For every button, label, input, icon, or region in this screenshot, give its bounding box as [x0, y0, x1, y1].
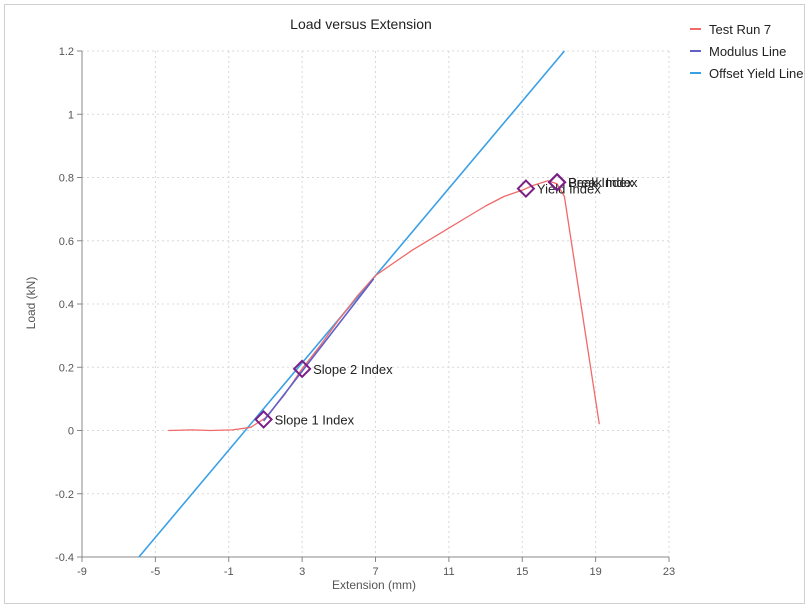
- x-tick-label: 23: [663, 566, 675, 578]
- marker-yield-index[interactable]: [516, 179, 536, 198]
- load-extension-chart: Load versus Extension Extension (mm) Loa…: [24, 16, 803, 592]
- marker-peak-index[interactable]: [547, 172, 567, 192]
- y-tick-label: -0.4: [55, 552, 74, 564]
- legend-item-modulus-line[interactable]: Modulus Line: [709, 44, 786, 59]
- y-tick-label: 0.8: [59, 173, 74, 185]
- label-break-index: Break Index: [568, 175, 638, 190]
- axes: -9 -5 -1 3 7 11 15 19 23 -0.4 -0.2 0 0.2 0.4 0.6 0.8 1 1.…: [55, 46, 675, 578]
- chart-title: Load versus Extension: [290, 16, 432, 32]
- y-tick-label: 0.2: [59, 362, 74, 374]
- legend-item-offset-yield-line[interactable]: Offset Yield Line: [709, 66, 803, 81]
- y-axis-label: Load (kN): [24, 277, 38, 330]
- legend[interactable]: Test Run 7 Modulus Line Offset Yield Line: [690, 22, 803, 81]
- y-tick-label: -0.2: [55, 489, 74, 501]
- x-tick-label: -9: [77, 566, 87, 578]
- series-group: [138, 50, 600, 558]
- y-tick-label: 1.2: [59, 46, 74, 58]
- legend-item-test-run-7[interactable]: Test Run 7: [709, 22, 771, 37]
- x-tick-label: -1: [224, 566, 234, 578]
- label-peak-index: Peak Index: [568, 175, 634, 190]
- x-tick-label: 15: [516, 566, 528, 578]
- x-axis-label: Extension (mm): [332, 578, 416, 592]
- y-tick-label: 0.6: [59, 236, 74, 248]
- x-tick-label: 11: [443, 566, 454, 578]
- y-tick-label: 1: [68, 109, 74, 121]
- x-tick-label: -5: [150, 566, 160, 578]
- grid: [82, 50, 670, 557]
- series-line-modulus-line: [262, 278, 375, 422]
- x-tick-label: 7: [372, 566, 378, 578]
- x-tick-label: 3: [299, 566, 305, 578]
- label-slope-1-index: Slope 1 Index: [275, 412, 355, 427]
- y-tick-label: 0.4: [59, 299, 74, 311]
- x-tick-label: 19: [590, 566, 602, 578]
- series-line-test-run-7: [168, 180, 600, 432]
- marker-slope-1-index[interactable]: [254, 410, 274, 429]
- marker-slope-2-index[interactable]: [292, 359, 312, 379]
- chart-frame: Load versus Extension Extension (mm) Loa…: [4, 4, 805, 604]
- y-tick-label: 0: [68, 426, 74, 438]
- label-slope-2-index: Slope 2 Index: [313, 362, 393, 377]
